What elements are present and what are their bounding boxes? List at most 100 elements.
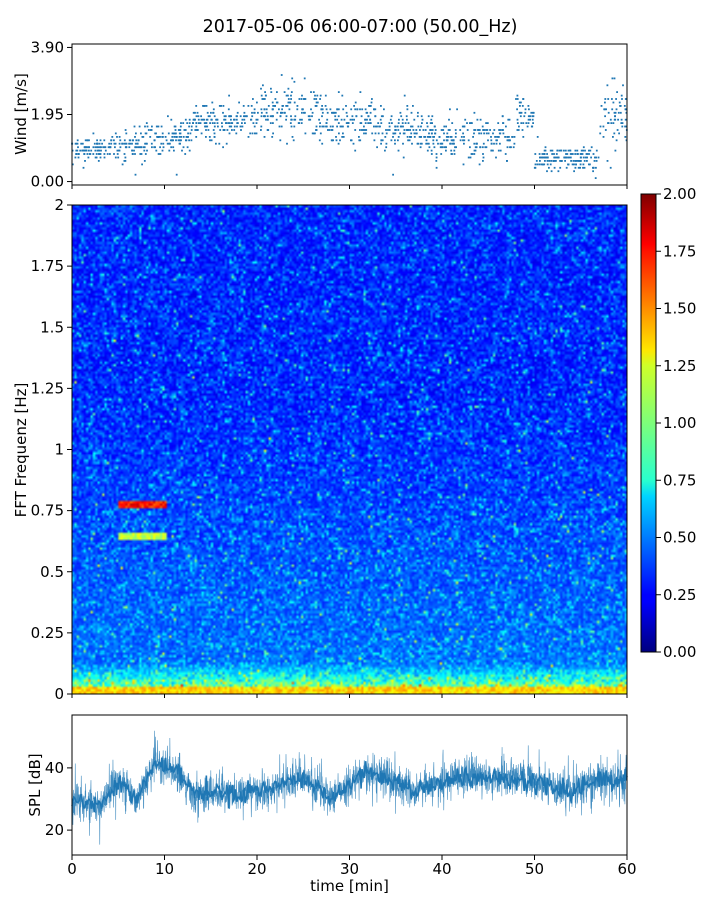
wind-point bbox=[198, 122, 200, 124]
wind-point bbox=[265, 108, 268, 111]
wind-point bbox=[618, 132, 620, 135]
wind-point bbox=[565, 166, 568, 169]
wind-point bbox=[285, 94, 288, 97]
wind-point bbox=[614, 118, 617, 121]
wind-point bbox=[287, 101, 290, 104]
wind-point bbox=[314, 94, 316, 97]
wind-point bbox=[557, 170, 560, 173]
wind-point bbox=[222, 146, 224, 149]
wind-point bbox=[397, 129, 400, 131]
wind-point bbox=[213, 136, 216, 138]
wind-point bbox=[76, 142, 79, 145]
wind-point bbox=[479, 146, 482, 149]
wind-point bbox=[606, 160, 609, 162]
wind-point bbox=[192, 118, 195, 121]
wind-point bbox=[442, 129, 445, 131]
wind-point bbox=[401, 118, 404, 121]
wind-point bbox=[474, 149, 477, 152]
wind-point bbox=[548, 160, 551, 162]
wind-point bbox=[180, 136, 183, 138]
wind-point bbox=[554, 156, 557, 159]
wind-point bbox=[478, 132, 480, 135]
wind-point bbox=[371, 132, 374, 135]
wind-point bbox=[88, 146, 90, 149]
wind-point bbox=[145, 142, 148, 145]
wind-point bbox=[288, 101, 291, 104]
wind-point bbox=[426, 142, 429, 145]
wind-point bbox=[301, 94, 303, 97]
wind-point bbox=[261, 98, 264, 100]
wind-point bbox=[281, 105, 284, 107]
wind-point bbox=[263, 98, 266, 100]
wind-point bbox=[428, 136, 431, 138]
wind-point bbox=[435, 153, 438, 155]
wind-point bbox=[278, 108, 280, 111]
wind-point bbox=[326, 118, 329, 121]
wind-point bbox=[504, 153, 507, 155]
wind-point bbox=[569, 149, 571, 152]
wind-point bbox=[131, 149, 133, 152]
wind-point bbox=[178, 132, 181, 135]
wind-point bbox=[369, 122, 371, 124]
wind-point bbox=[294, 115, 297, 118]
wind-point bbox=[345, 105, 347, 107]
wind-point bbox=[424, 129, 427, 131]
wind-point bbox=[223, 115, 226, 118]
wind-point bbox=[316, 101, 319, 104]
wind-point bbox=[383, 108, 385, 111]
wind-point bbox=[563, 156, 566, 159]
wind-point bbox=[499, 142, 501, 145]
wind-point bbox=[407, 139, 409, 142]
wind-point bbox=[511, 136, 514, 138]
wind-point bbox=[140, 132, 142, 135]
wind-point bbox=[445, 136, 448, 138]
wind-point bbox=[533, 166, 536, 169]
wind-point bbox=[290, 94, 292, 97]
wind-point bbox=[217, 125, 219, 128]
wind-point bbox=[423, 136, 426, 138]
wind-point bbox=[144, 125, 146, 128]
wind-point bbox=[560, 149, 563, 152]
wind-point bbox=[449, 142, 452, 145]
wind-point bbox=[322, 125, 325, 128]
wind-point bbox=[476, 118, 479, 121]
wind-point bbox=[159, 153, 162, 155]
wind-point bbox=[251, 132, 254, 135]
wind-point bbox=[123, 160, 126, 162]
wind-point bbox=[194, 129, 197, 131]
wind-point bbox=[430, 132, 433, 135]
wind-point bbox=[612, 101, 615, 104]
wind-point bbox=[179, 129, 182, 131]
wind-point bbox=[88, 139, 90, 142]
wind-point bbox=[174, 132, 177, 135]
wind-point bbox=[406, 108, 409, 111]
wind-point bbox=[177, 139, 180, 142]
wind-point bbox=[266, 118, 269, 121]
wind-point bbox=[146, 149, 148, 152]
wind-point bbox=[235, 118, 238, 121]
wind-point bbox=[501, 115, 504, 118]
wind-point bbox=[516, 129, 519, 131]
wind-point bbox=[300, 98, 303, 100]
wind-point bbox=[165, 139, 168, 142]
wind-point bbox=[440, 129, 443, 131]
wind-point bbox=[95, 156, 98, 159]
wind-point bbox=[135, 139, 138, 142]
wind-point bbox=[520, 111, 523, 114]
wind-point bbox=[178, 136, 181, 138]
wind-point bbox=[321, 142, 324, 145]
wind-point bbox=[407, 122, 410, 124]
wind-point bbox=[397, 122, 400, 124]
wind-point bbox=[478, 129, 481, 131]
wind-point bbox=[506, 146, 509, 149]
wind-point bbox=[466, 122, 468, 124]
wind-point bbox=[439, 142, 442, 145]
wind-point bbox=[553, 156, 556, 159]
wind-point bbox=[201, 118, 204, 121]
wind-ytick-label: 3.90 bbox=[31, 38, 64, 56]
wind-point bbox=[432, 142, 435, 145]
wind-point bbox=[141, 163, 143, 166]
wind-point bbox=[482, 160, 484, 162]
wind-point bbox=[451, 139, 454, 142]
wind-point bbox=[592, 166, 595, 169]
